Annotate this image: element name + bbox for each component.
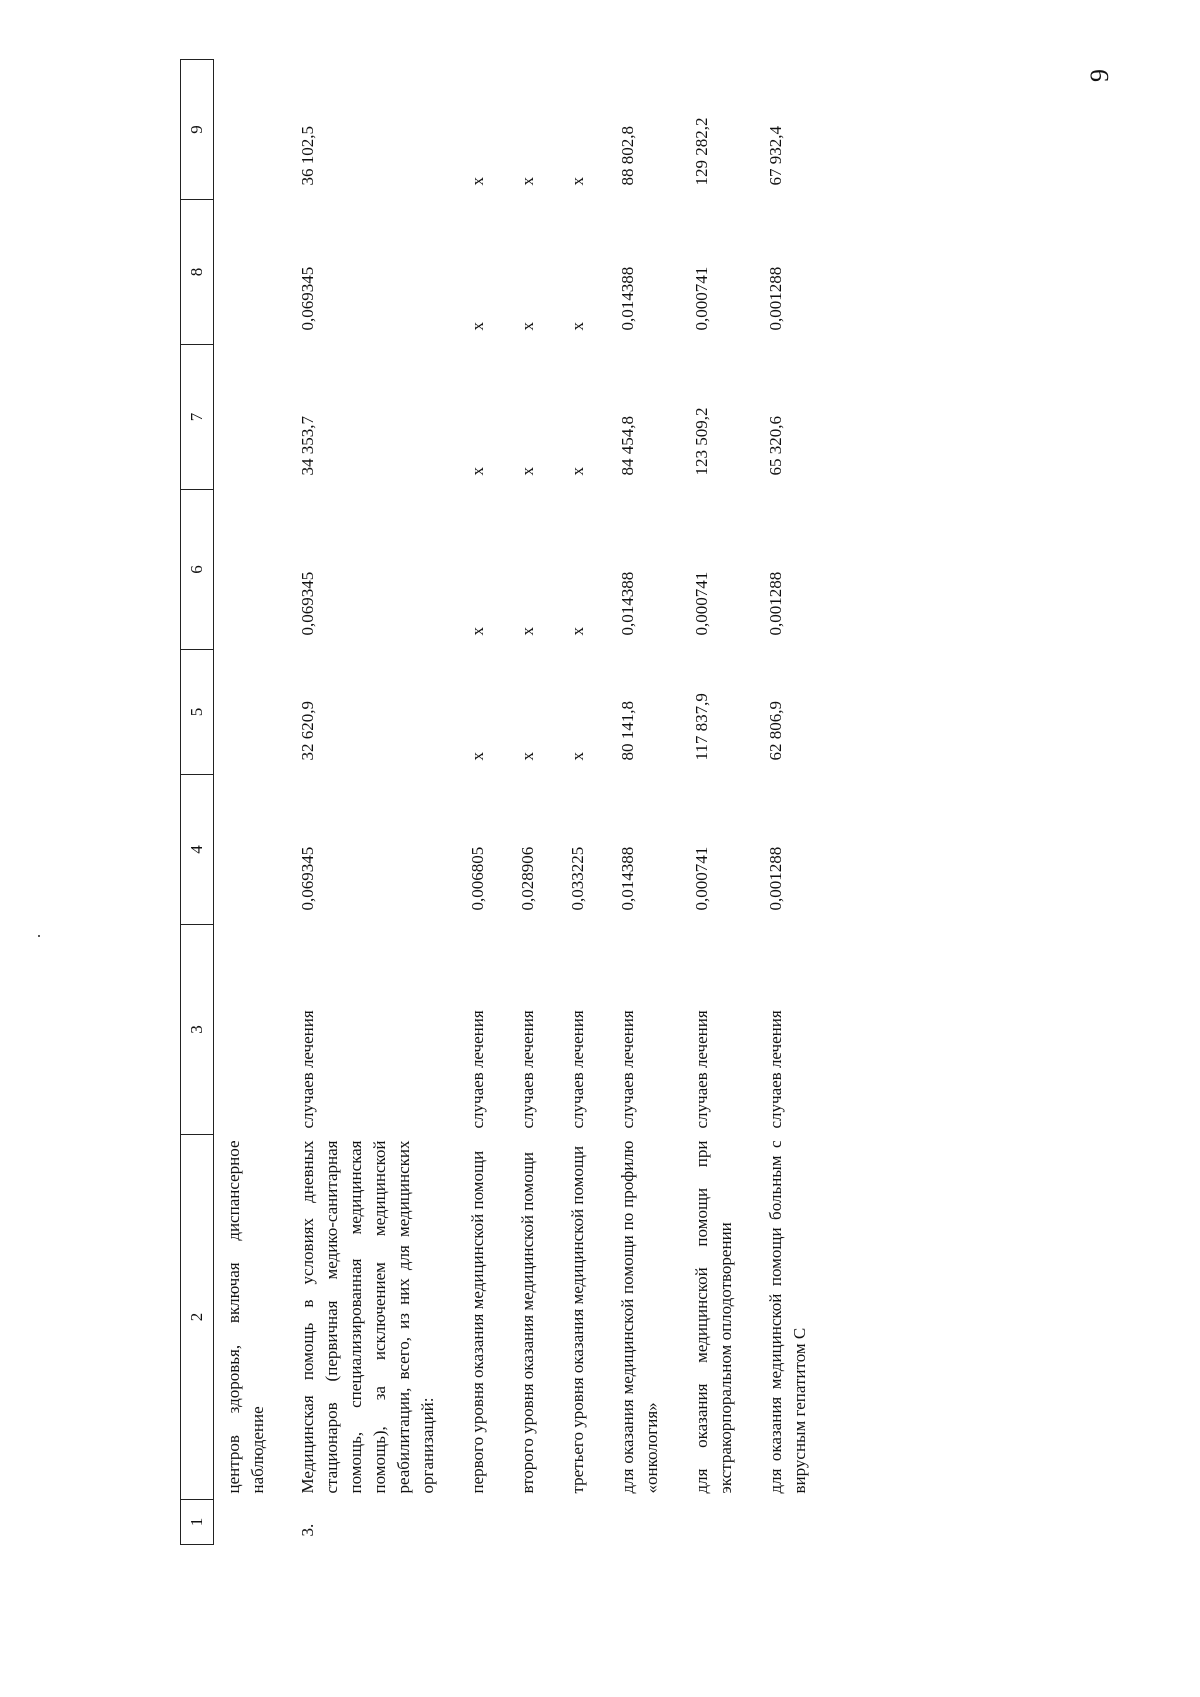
- table-cell: [558, 1500, 608, 1545]
- table-cell: 0,000741: [692, 846, 711, 911]
- unit-cell: случаев лечения: [298, 1010, 317, 1129]
- table-row: первого уровня оказания медицинской помо…: [458, 60, 508, 1545]
- table-row: 3. Медицинская помощь в условиях дневных …: [288, 60, 458, 1545]
- table-cell: 117 837,9: [692, 693, 711, 761]
- table-row: второго уровня оказания медицинской помо…: [508, 60, 558, 1545]
- table-cell: 0,001288: [766, 571, 785, 636]
- table-cell: 65 320,6: [766, 416, 785, 476]
- data-table: 1 2 3 4 5 6 7 8 9 центров здоровья, вклю…: [180, 59, 830, 1545]
- unit-cell: случаев лечения: [692, 1010, 711, 1129]
- row-description: центров здоровья, включая диспансерное н…: [224, 1140, 267, 1494]
- row-description: для оказания медицинской помощи больным …: [766, 1140, 809, 1494]
- column-header: 3: [180, 924, 214, 1135]
- table-cell: [756, 1500, 830, 1545]
- column-header: 9: [180, 59, 214, 200]
- column-header: 1: [180, 1499, 214, 1545]
- table-cell: [214, 345, 289, 490]
- table-cell: х: [468, 467, 487, 476]
- table-cell: [214, 200, 289, 345]
- column-header: 7: [180, 344, 214, 490]
- row-description: для оказания медицинской помощи при экст…: [692, 1140, 735, 1494]
- table-cell: [214, 650, 289, 775]
- unit-cell: случаев лечения: [518, 1010, 537, 1129]
- table-cell: [214, 1500, 289, 1545]
- table-row: третьего уровня оказания медицинской пом…: [558, 60, 608, 1545]
- table-cell: 32 620,9: [298, 701, 317, 761]
- table-cell: 0,001288: [766, 266, 785, 331]
- table-cell: 34 353,7: [298, 416, 317, 476]
- column-header: 5: [180, 649, 214, 775]
- unit-cell: случаев лечения: [766, 1010, 785, 1129]
- table-cell: 0,000741: [692, 571, 711, 636]
- table-cell: 129 282,2: [692, 117, 711, 186]
- table-cell: х: [568, 467, 587, 476]
- table-row: для оказания медицинской помощи по профи…: [608, 60, 682, 1545]
- table-cell: [214, 60, 289, 200]
- scan-speck: [38, 935, 40, 937]
- table-cell: 3.: [298, 1523, 317, 1537]
- table-cell: [458, 1500, 508, 1545]
- unit-cell: [214, 925, 289, 1135]
- table-cell: х: [568, 177, 587, 186]
- unit-cell: случаев лечения: [618, 1010, 637, 1129]
- table-cell: 0,069345: [298, 266, 317, 331]
- unit-cell: случаев лечения: [468, 1010, 487, 1129]
- table-cell: х: [468, 322, 487, 331]
- table-cell: 123 509,2: [692, 407, 711, 476]
- row-description: третьего уровня оказания медицинской пом…: [568, 1145, 587, 1494]
- table-cell: 0,006805: [468, 846, 487, 911]
- row-description: для оказания медицинской помощи по профи…: [618, 1140, 661, 1494]
- table-cell: 0,014388: [618, 846, 637, 911]
- column-header: 2: [180, 1134, 214, 1500]
- table-cell: 0,069345: [298, 846, 317, 911]
- page-number: 9: [1085, 69, 1114, 82]
- unit-cell: случаев лечения: [568, 1010, 587, 1129]
- table-cell: х: [468, 177, 487, 186]
- row-description: Медицинская помощь в условиях дневных ст…: [298, 1140, 437, 1494]
- table-cell: 36 102,5: [298, 126, 317, 186]
- table-cell: [214, 775, 289, 925]
- column-header: 4: [180, 774, 214, 925]
- column-header: 6: [180, 489, 214, 650]
- table-cell: [508, 1500, 558, 1545]
- table-cell: [682, 1500, 756, 1545]
- table-cell: 62 806,9: [766, 701, 785, 761]
- table-cell: 0,069345: [298, 571, 317, 636]
- table-row: для оказания медицинской помощи больным …: [756, 60, 830, 1545]
- table-cell: х: [568, 322, 587, 331]
- table-cell: 84 454,8: [618, 416, 637, 476]
- table-cell: х: [468, 627, 487, 636]
- table-row: для оказания медицинской помощи при экст…: [682, 60, 756, 1545]
- table-cell: 0,014388: [618, 266, 637, 331]
- table-cell: х: [518, 467, 537, 476]
- table-cell: 0,014388: [618, 571, 637, 636]
- table-cell: х: [518, 627, 537, 636]
- table-cell: х: [518, 752, 537, 761]
- header-row: 1 2 3 4 5 6 7 8 9: [180, 59, 214, 1545]
- table-cell: 0,001288: [766, 846, 785, 911]
- row-description: второго уровня оказания медицинской помо…: [518, 1151, 537, 1494]
- table-cell: 80 141,8: [618, 701, 637, 761]
- table-cell: [214, 490, 289, 650]
- table-cell: 0,028906: [518, 846, 537, 911]
- table-row: центров здоровья, включая диспансерное н…: [214, 60, 289, 1545]
- column-header: 8: [180, 199, 214, 345]
- table-cell: 0,000741: [692, 266, 711, 331]
- row-description: первого уровня оказания медицинской помо…: [468, 1150, 487, 1494]
- table-cell: [608, 1500, 682, 1545]
- table-cell: х: [518, 177, 537, 186]
- table-cell: х: [518, 322, 537, 331]
- table-cell: х: [568, 627, 587, 636]
- table-cell: х: [468, 752, 487, 761]
- table-cell: 0,033225: [568, 846, 587, 911]
- table-cell: 88 802,8: [618, 126, 637, 186]
- table-cell: 67 932,4: [766, 126, 785, 186]
- table-cell: х: [568, 752, 587, 761]
